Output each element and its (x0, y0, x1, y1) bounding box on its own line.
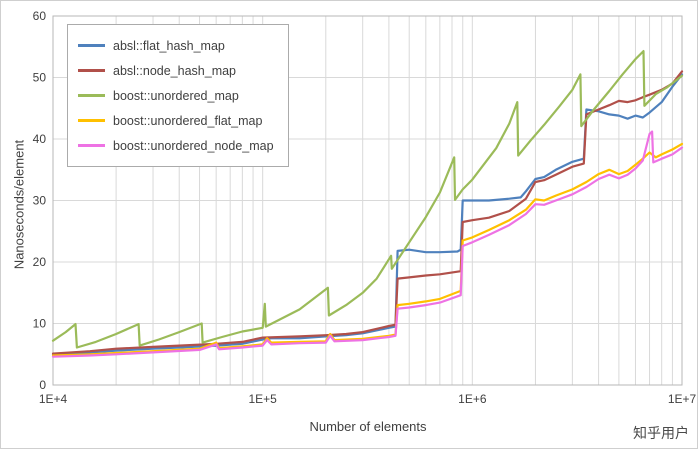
y-tick-label: 60 (33, 9, 47, 23)
x-tick-label: 1E+7 (668, 392, 697, 406)
series-line-absl-node-hash-map (51, 70, 684, 355)
x-tick-label: 1E+6 (458, 392, 487, 406)
legend-item: absl::flat_hash_map (78, 33, 274, 58)
plot-border (52, 15, 683, 386)
legend-item: boost::unordered_flat_map (78, 108, 274, 133)
watermark: 知乎用户 (633, 425, 689, 441)
x-tick-label: 1E+4 (39, 392, 68, 406)
legend-label: absl::node_hash_map (113, 63, 237, 78)
legend-line-sample (78, 94, 105, 97)
legend-line-sample (78, 119, 105, 122)
legend-line-sample (78, 144, 105, 147)
legend-label: absl::flat_hash_map (113, 38, 225, 53)
y-axis-title: Nanoseconds/element (11, 139, 27, 270)
legend-item: boost::unordered_map (78, 83, 274, 108)
x-axis-title: Number of elements (309, 419, 427, 434)
legend-line-sample (78, 69, 105, 72)
y-tick-label: 50 (33, 71, 47, 85)
series-line-absl-flat-hash-map (51, 73, 684, 356)
legend-label: boost::unordered_map (113, 88, 239, 103)
series-line-boost-unordered-map (51, 49, 684, 349)
legend-label: boost::unordered_flat_map (113, 113, 263, 128)
legend-label: boost::unordered_node_map (113, 138, 274, 153)
y-tick-label: 10 (33, 317, 47, 331)
series-line-boost-unordered-node-map (51, 130, 684, 358)
series-line-boost-unordered-flat-map (51, 142, 684, 357)
y-tick-label: 0 (39, 378, 46, 392)
y-tick-label: 40 (33, 132, 47, 146)
legend-item: absl::node_hash_map (78, 58, 274, 83)
legend-item: boost::unordered_node_map (78, 133, 274, 158)
x-tick-label: 1E+5 (248, 392, 277, 406)
legend-line-sample (78, 44, 105, 47)
y-tick-label: 20 (33, 255, 47, 269)
y-tick-label: 30 (33, 194, 47, 208)
